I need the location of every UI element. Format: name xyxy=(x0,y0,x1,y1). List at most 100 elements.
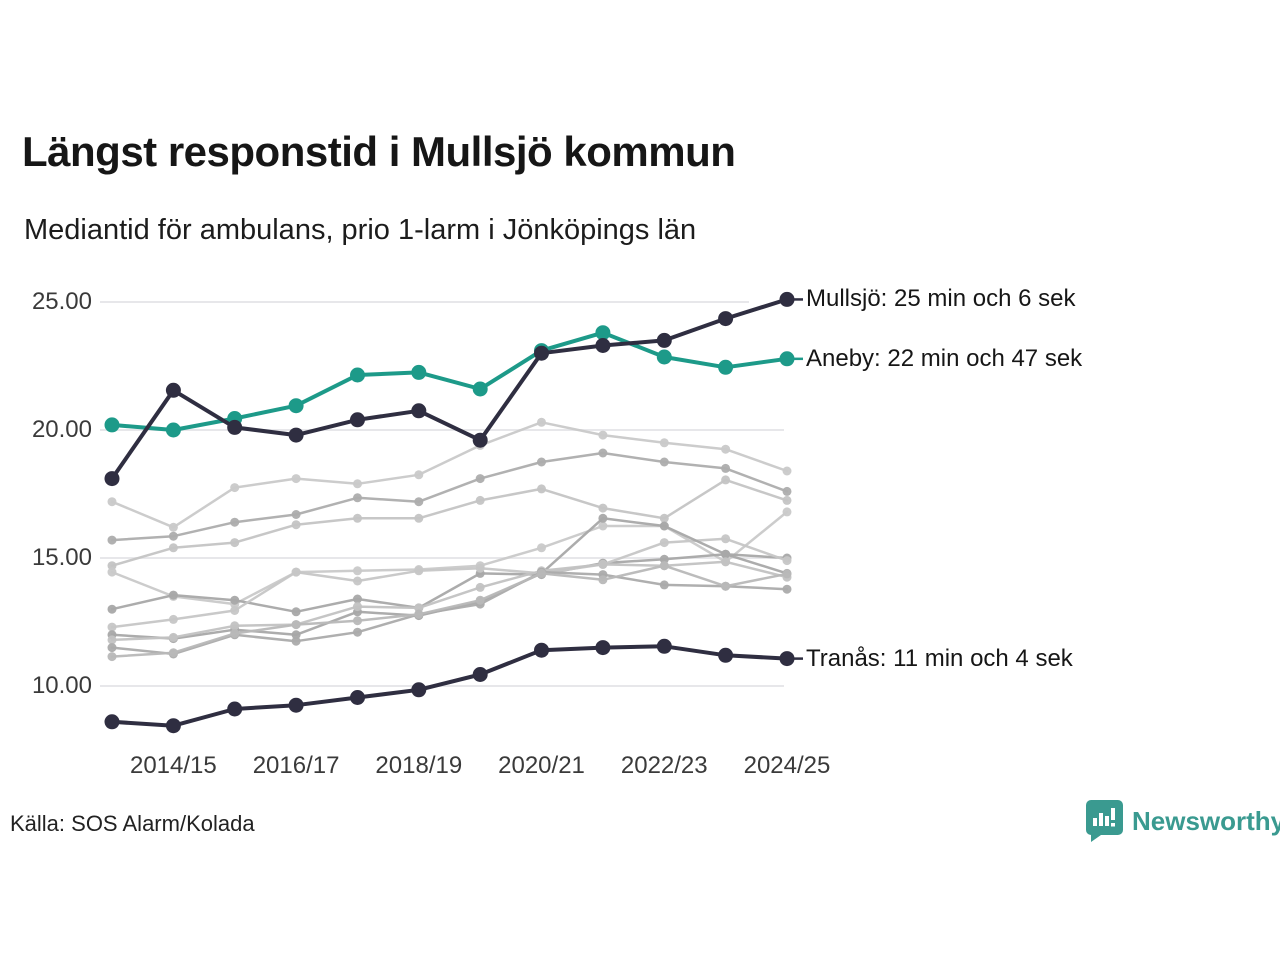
data-point xyxy=(107,635,117,645)
data-point xyxy=(107,567,117,577)
data-point xyxy=(414,603,424,613)
data-point xyxy=(230,595,240,605)
data-point xyxy=(472,432,488,448)
data-point xyxy=(168,543,178,553)
data-point xyxy=(350,367,365,383)
x-tick-label-2020-21: 2020/21 xyxy=(498,752,585,779)
data-point xyxy=(414,470,424,480)
data-point xyxy=(534,345,549,361)
data-point xyxy=(782,486,792,496)
data-point xyxy=(718,359,734,375)
data-point xyxy=(230,629,240,638)
data-point xyxy=(659,521,669,531)
data-point xyxy=(721,557,731,567)
series-line-background-9 xyxy=(110,564,789,658)
data-point xyxy=(718,647,734,663)
data-point xyxy=(288,697,304,713)
data-point xyxy=(291,474,301,484)
series-label-tranas: Tranås: 11 min och 4 sek xyxy=(806,644,1073,672)
data-point xyxy=(414,497,424,507)
data-point xyxy=(411,403,427,419)
data-point xyxy=(598,503,608,513)
page-title: Längst responstid i Mullsjö kommun xyxy=(22,128,736,175)
x-tick-label-2018-19: 2018/19 xyxy=(375,752,463,779)
series-line-Tranås xyxy=(110,644,789,728)
data-point xyxy=(353,627,362,637)
data-point xyxy=(598,521,608,531)
data-point xyxy=(472,381,488,397)
data-point xyxy=(230,517,240,527)
source-attribution: Källa: SOS Alarm/Kolada xyxy=(10,811,255,836)
data-point xyxy=(659,554,669,564)
data-point xyxy=(107,652,117,662)
data-point xyxy=(414,513,424,523)
data-point xyxy=(595,325,611,341)
newsworthy-logo: Newsworthy xyxy=(1086,800,1280,842)
data-point xyxy=(782,584,792,594)
data-point xyxy=(168,531,178,541)
data-point xyxy=(104,714,120,730)
data-point xyxy=(779,651,795,667)
data-point xyxy=(475,495,485,505)
data-point xyxy=(288,398,304,414)
data-point xyxy=(721,444,731,454)
data-point xyxy=(475,582,485,592)
data-point xyxy=(537,417,546,427)
data-point xyxy=(659,538,669,548)
data-point xyxy=(659,561,669,571)
series-line-background-7 xyxy=(110,560,789,642)
data-point xyxy=(721,475,731,485)
data-point xyxy=(782,569,792,579)
data-point xyxy=(165,718,181,734)
data-point xyxy=(291,567,301,577)
data-point xyxy=(721,463,731,473)
y-tick-label-10: 10.00 xyxy=(31,672,92,699)
series-line-background-4 xyxy=(110,552,789,614)
data-point xyxy=(656,638,672,654)
data-point xyxy=(107,497,117,507)
data-point xyxy=(291,520,301,530)
data-point xyxy=(537,484,546,494)
data-point xyxy=(350,690,365,705)
data-point xyxy=(411,364,427,380)
data-point xyxy=(230,606,240,615)
data-point xyxy=(168,632,178,642)
data-point xyxy=(782,507,792,517)
data-point xyxy=(659,457,669,467)
data-point xyxy=(353,566,362,576)
data-point xyxy=(414,566,424,576)
data-point xyxy=(353,616,362,626)
data-point xyxy=(165,422,181,438)
data-point xyxy=(659,438,669,448)
data-point xyxy=(537,457,546,467)
data-point xyxy=(721,581,731,591)
data-point xyxy=(353,513,362,523)
data-point xyxy=(534,642,549,658)
data-point xyxy=(595,338,611,353)
data-point xyxy=(107,561,117,571)
data-point xyxy=(291,510,301,519)
data-point xyxy=(107,535,117,545)
series-line-background-2 xyxy=(110,478,789,567)
x-tick-label-2024-25: 2024/25 xyxy=(743,752,831,779)
data-point xyxy=(595,640,611,656)
data-point xyxy=(353,576,362,586)
data-point xyxy=(475,474,485,484)
data-point xyxy=(475,563,485,573)
data-point xyxy=(104,471,120,487)
data-point xyxy=(656,332,672,348)
data-point xyxy=(353,493,362,503)
data-point xyxy=(353,479,362,489)
data-point xyxy=(659,513,669,523)
series-label-aneby: Aneby: 22 min och 47 sek xyxy=(806,344,1083,372)
series-line-background-6 xyxy=(110,517,789,640)
data-point xyxy=(291,630,301,640)
data-point xyxy=(165,382,181,398)
data-point xyxy=(107,622,117,632)
data-point xyxy=(782,495,792,505)
data-point xyxy=(659,580,669,590)
data-point xyxy=(598,430,608,440)
data-point xyxy=(227,701,243,717)
data-point xyxy=(598,575,608,585)
data-point xyxy=(227,419,243,435)
